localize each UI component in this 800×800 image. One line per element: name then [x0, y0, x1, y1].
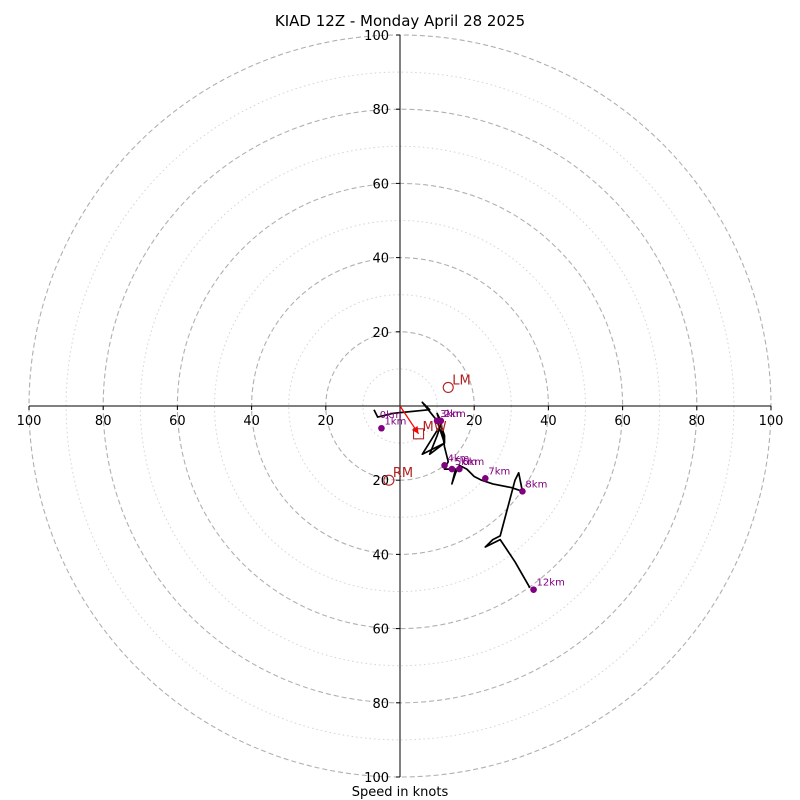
height-label: 5km	[455, 457, 477, 468]
height-marker-dot	[482, 475, 489, 482]
y-tick-label: 100	[364, 29, 389, 44]
tick-labels: 100 80 60 40 20 20 40 60 80 100 100 80 60 40 20 20 40 60 8…	[17, 29, 784, 786]
x-tick-label: 80	[95, 414, 112, 429]
y-tick-label: 60	[372, 623, 389, 638]
height-marker-dot	[530, 586, 537, 593]
x-tick-label: 60	[169, 414, 186, 429]
height-label: 1km	[384, 416, 406, 427]
hodograph-trace	[373, 401, 531, 589]
height-label: 8km	[525, 479, 547, 490]
hodograph-line	[373, 401, 531, 589]
storm-motion-mw-marker	[412, 428, 425, 440]
y-tick-label: 80	[372, 697, 389, 712]
shear-vector-arrowhead	[411, 426, 419, 434]
height-marker-dot	[433, 417, 441, 425]
x-tick-label: 40	[243, 414, 260, 429]
x-tick-label: 100	[759, 414, 784, 429]
y-tick-label: 100	[364, 771, 389, 786]
y-tick-label: 20	[372, 326, 389, 341]
height-label: 6km	[462, 457, 484, 468]
height-label: 3km	[440, 409, 462, 420]
height-label-surface: 0km	[380, 410, 402, 421]
y-tick-label: 40	[372, 252, 389, 267]
x-tick-label: 100	[17, 414, 42, 429]
y-tick-label: 20	[372, 474, 389, 489]
x-tick-label: 20	[318, 414, 335, 429]
height-label: 4km	[448, 453, 470, 464]
height-marker-dot	[519, 488, 526, 495]
x-tick-label: 60	[614, 414, 631, 429]
y-tick-label: 40	[372, 548, 389, 563]
height-marker-dot	[378, 424, 385, 432]
height-label: 7km	[488, 466, 510, 477]
x-tick-label: 80	[689, 414, 706, 429]
storm-motion-lm-marker	[442, 381, 454, 394]
height-marker-dot	[441, 462, 448, 469]
storm-motion-rm-marker	[383, 474, 395, 486]
height-label: 12km	[537, 578, 565, 589]
storm-motion-rm-label: RM	[393, 466, 413, 481]
height-label: 2km	[444, 409, 466, 420]
x-tick-label: 40	[540, 414, 557, 429]
x-tick-label: 20	[466, 414, 483, 429]
height-marker-dot	[448, 465, 456, 473]
y-tick-label: 80	[372, 103, 389, 118]
height-marker-dot	[456, 465, 463, 473]
storm-motion-lm-label: LM	[452, 373, 470, 388]
chart-title: KIAD 12Z - Monday April 28 2025	[275, 12, 525, 30]
x-axis-label: Speed in knots	[352, 785, 449, 800]
y-tick-label: 60	[372, 177, 389, 192]
